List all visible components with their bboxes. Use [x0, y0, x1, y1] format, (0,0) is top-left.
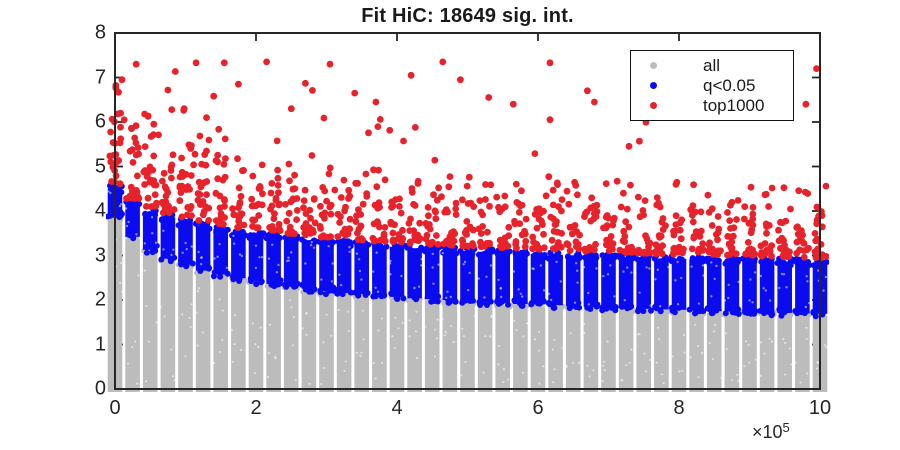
y-tick-label: 2: [94, 288, 106, 311]
legend-entry-q005: q<0.05: [631, 75, 793, 95]
x-tick-label: 0: [109, 397, 121, 419]
multiplier-exponent: 5: [782, 420, 790, 435]
chart-title: Fit HiC: 18649 sig. int.: [361, 5, 574, 27]
legend-box: all q<0.05 top1000: [630, 50, 794, 121]
y-tick-label: 1: [94, 333, 106, 355]
legend-marker-q005-icon: [650, 81, 657, 89]
x-tick-label: 6: [532, 397, 544, 419]
x-tick-label: 2: [250, 397, 262, 419]
y-tick-label: 6: [94, 110, 106, 133]
legend-entry-all: all: [631, 55, 793, 75]
x-tick-label: 4: [391, 397, 403, 419]
y-tick-label: 0: [94, 377, 106, 400]
x-tick-label: 8: [673, 397, 685, 419]
legend-entry-top1000: top1000: [631, 96, 793, 116]
legend-label-top1000: top1000: [703, 96, 765, 116]
y-tick-label: 7: [94, 66, 106, 88]
legend-label-q005: q<0.05: [703, 75, 756, 95]
x-axis-multiplier: ×105: [752, 420, 790, 443]
legend-marker-top1000-icon: [650, 102, 657, 110]
y-tick-label: 3: [94, 244, 106, 266]
y-tick-label: 5: [94, 155, 106, 177]
y-tick-label: 8: [94, 21, 106, 44]
legend-marker-all-icon: [650, 61, 657, 69]
legend-label-all: all: [703, 55, 721, 75]
x-tick-label: 10: [808, 397, 832, 419]
y-tick-label: 4: [94, 199, 106, 222]
multiplier-base: ×10: [752, 422, 783, 442]
